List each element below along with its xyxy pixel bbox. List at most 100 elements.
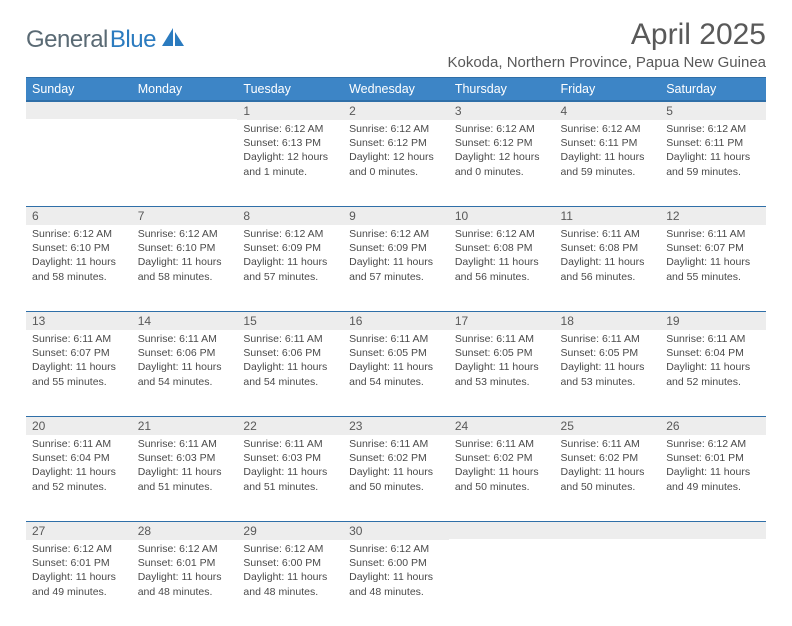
daylight-text-2: and 58 minutes. [138, 270, 232, 284]
day-content-row: Sunrise: 6:12 AMSunset: 6:10 PMDaylight:… [26, 225, 766, 311]
daylight-text-1: Daylight: 11 hours [561, 150, 655, 164]
calendar-table: Sunday Monday Tuesday Wednesday Thursday… [26, 77, 766, 626]
daylight-text-1: Daylight: 12 hours [243, 150, 337, 164]
sunrise-text: Sunrise: 6:11 AM [561, 227, 655, 241]
daylight-text-2: and 58 minutes. [32, 270, 126, 284]
sunrise-text: Sunrise: 6:12 AM [243, 122, 337, 136]
day-number: 3 [449, 101, 555, 120]
day-content: Sunrise: 6:11 AMSunset: 6:05 PMDaylight:… [449, 330, 555, 395]
weekday-header: Thursday [449, 78, 555, 101]
daylight-text-2: and 50 minutes. [455, 480, 549, 494]
day-number: 19 [660, 311, 766, 330]
daylight-text-1: Daylight: 11 hours [138, 360, 232, 374]
sunrise-text: Sunrise: 6:11 AM [243, 437, 337, 451]
logo-sail-icon [162, 28, 184, 46]
sunrise-text: Sunrise: 6:11 AM [455, 437, 549, 451]
weekday-header: Friday [555, 78, 661, 101]
day-content-row: Sunrise: 6:11 AM Sunset: 6:07 PM Daylight:… [26, 330, 766, 416]
sunrise-text: Sunrise: 6:11 AM [138, 332, 232, 346]
sunrise-text: Sunrise: 6:12 AM [666, 437, 760, 451]
sunset-text: Sunset: 6:05 PM [455, 346, 549, 360]
sunrise-text: Sunrise: 6:12 AM [455, 227, 549, 241]
sunrise-text: Sunrise: 6:12 AM [243, 542, 337, 556]
daylight-text-1: Daylight: 11 hours [561, 465, 655, 479]
daylight-text-2: and 54 minutes. [243, 375, 337, 389]
month-title: April 2025 [447, 18, 766, 52]
header: GeneralBlue April 2025 Kokoda, Northern … [26, 18, 766, 71]
day-content: Sunrise: 6:12 AMSunset: 6:11 PMDaylight:… [660, 120, 766, 185]
daylight-text-1: Daylight: 12 hours [455, 150, 549, 164]
day-number: 4 [555, 101, 661, 120]
daylight-text-1: Daylight: 12 hours [349, 150, 443, 164]
sunset-text: Sunset: 6:12 PM [349, 136, 443, 150]
weekday-header: Saturday [660, 78, 766, 101]
daylight-text-1: Daylight: 11 hours [243, 360, 337, 374]
daylight-text-1: Daylight: 11 hours [243, 570, 337, 584]
sunset-text: Sunset: 6:01 PM [138, 556, 232, 570]
daylight-text-1: Daylight: 11 hours [561, 255, 655, 269]
daylight-text-2: and 57 minutes. [243, 270, 337, 284]
sunrise-text: Sunrise: 6:12 AM [561, 122, 655, 136]
daylight-text-1: Daylight: 11 hours [138, 570, 232, 584]
sunset-text: Sunset: 6:02 PM [349, 451, 443, 465]
weekday-header: Wednesday [343, 78, 449, 101]
day-number: 8 [237, 206, 343, 225]
day-number: 11 [555, 206, 661, 225]
weekday-header: Monday [132, 78, 238, 101]
day-content: Sunrise: 6:12 AMSunset: 6:11 PMDaylight:… [555, 120, 661, 185]
sunrise-text: Sunrise: 6:11 AM [666, 332, 760, 346]
daylight-text-1: Daylight: 11 hours [32, 465, 126, 479]
day-content: Sunrise: 6:12 AMSunset: 6:13 PMDaylight:… [237, 120, 343, 185]
sunset-text: Sunset: 6:09 PM [243, 241, 337, 255]
daylight-text-1: Daylight: 11 hours [349, 255, 443, 269]
sunset-text: Sunset: 6:11 PM [561, 136, 655, 150]
daylight-text-1: Daylight: 11 hours [666, 360, 760, 374]
day-number: 13 [26, 311, 132, 330]
sunset-text: Sunset: 6:02 PM [561, 451, 655, 465]
title-block: April 2025 Kokoda, Northern Province, Pa… [447, 18, 766, 71]
day-number-row: 27282930 [26, 521, 766, 540]
empty-day-content [555, 540, 661, 626]
daylight-text-1: Daylight: 11 hours [455, 360, 549, 374]
day-number: 27 [26, 521, 132, 540]
daylight-text-1: Daylight: 11 hours [455, 465, 549, 479]
sunset-text: Sunset: 6:01 PM [32, 556, 126, 570]
daylight-text-2: and 52 minutes. [666, 375, 760, 389]
sunrise-text: Sunrise: 6:12 AM [138, 542, 232, 556]
logo: GeneralBlue [26, 26, 184, 54]
day-number: 5 [660, 101, 766, 120]
sunrise-text: Sunrise: 6:11 AM [455, 332, 549, 346]
day-content: Sunrise: 6:12 AMSunset: 6:00 PMDaylight:… [343, 540, 449, 605]
sunrise-text: Sunrise: 6:11 AM [32, 437, 126, 451]
day-number: 21 [132, 416, 238, 435]
sunset-text: Sunset: 6:07 PM [32, 346, 126, 360]
day-number: 15 [237, 311, 343, 330]
day-content: Sunrise: 6:12 AMSunset: 6:09 PMDaylight:… [237, 225, 343, 290]
daylight-text-2: and 52 minutes. [32, 480, 126, 494]
daylight-text-2: and 55 minutes. [32, 375, 126, 389]
daylight-text-1: Daylight: 11 hours [138, 465, 232, 479]
day-content: Sunrise: 6:12 AMSunset: 6:09 PMDaylight:… [343, 225, 449, 290]
day-content: Sunrise: 6:11 AMSunset: 6:07 PMDaylight:… [660, 225, 766, 290]
day-number: 12 [660, 206, 766, 225]
sunset-text: Sunset: 6:09 PM [349, 241, 443, 255]
sunset-text: Sunset: 6:06 PM [138, 346, 232, 360]
day-content: Sunrise: 6:12 AMSunset: 6:00 PMDaylight:… [237, 540, 343, 605]
day-number: 18 [555, 311, 661, 330]
logo-text-grey: General [26, 26, 108, 54]
daylight-text-2: and 51 minutes. [243, 480, 337, 494]
sunrise-text: Sunrise: 6:11 AM [561, 332, 655, 346]
daylight-text-2: and 56 minutes. [561, 270, 655, 284]
daylight-text-2: and 59 minutes. [666, 165, 760, 179]
daylight-text-1: Daylight: 11 hours [32, 255, 126, 269]
daylight-text-1: Daylight: 11 hours [138, 255, 232, 269]
day-number: 22 [237, 416, 343, 435]
day-number: 23 [343, 416, 449, 435]
sunset-text: Sunset: 6:08 PM [455, 241, 549, 255]
day-content: Sunrise: 6:12 AMSunset: 6:12 PMDaylight:… [343, 120, 449, 185]
daylight-text-2: and 48 minutes. [138, 585, 232, 599]
day-content: Sunrise: 6:11 AMSunset: 6:06 PMDaylight:… [237, 330, 343, 395]
daylight-text-2: and 48 minutes. [243, 585, 337, 599]
sunset-text: Sunset: 6:02 PM [455, 451, 549, 465]
daylight-text-1: Daylight: 11 hours [243, 465, 337, 479]
